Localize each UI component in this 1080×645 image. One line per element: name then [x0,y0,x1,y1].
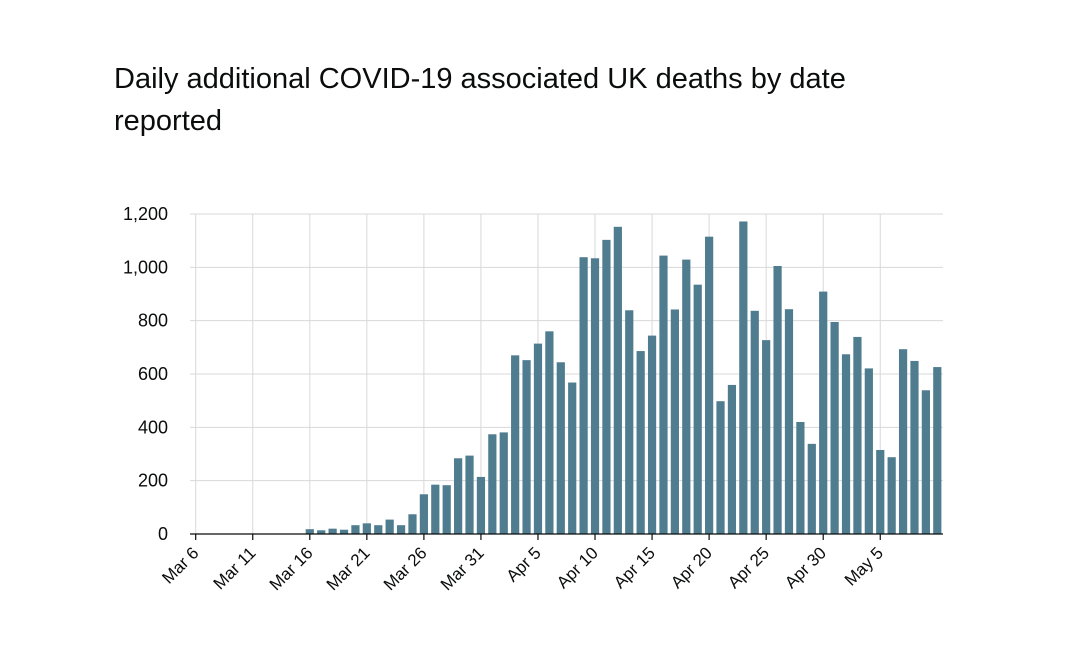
x-tick-label: Apr 30 [781,543,830,592]
x-tick-label: Apr 5 [503,543,545,585]
x-tick-label: Mar 6 [158,543,202,587]
bar: Apr 21: 498 [716,401,725,534]
bar: Mar 31: 214 [476,476,486,534]
x-tick-label: Mar 26 [380,543,431,594]
bar: Mar 18: 20 [328,528,337,534]
bar: Mar 24: 33 [396,525,406,534]
bar: May 3: 739 [853,336,862,534]
bar: May 7: 693 [898,349,908,534]
y-tick-label: 0 [158,524,168,544]
bar: Mar 23: 54 [385,519,394,534]
axis-layer [190,533,943,540]
bar: Apr 6: 760 [545,331,554,534]
bar: Apr 16: 1044 [659,255,668,534]
x-tick-label: Mar 16 [266,543,317,594]
y-tick-label: 200 [138,471,168,491]
x-tick-label: Apr 25 [724,543,773,592]
bar: undefined: 626 [933,367,942,534]
grid-layer [190,213,943,534]
x-tick-label: May 5 [841,543,887,589]
bar: Apr 1: 374 [488,434,497,534]
bar: Apr 5: 714 [533,343,543,534]
bar: May 6: 288 [887,457,896,534]
bar: undefined: 539 [921,390,930,534]
bar: Apr 9: 1038 [579,257,588,534]
bar: Mar 30: 294 [465,455,474,534]
bar: Apr 28: 420 [796,422,805,534]
bar: Apr 26: 1005 [773,266,782,534]
bar: Mar 21: 40 [362,523,371,534]
x-tick-label: Apr 15 [610,543,659,592]
bar: May 5: 315 [876,450,885,534]
bar: Apr 15: 744 [647,335,657,534]
x-tick-label: Mar 21 [323,543,374,594]
y-tick-label: 1,200 [123,204,168,224]
bar: Apr 8: 568 [568,382,577,534]
chart-title: Daily additional COVID-19 associated UK … [114,63,846,137]
bar: Apr 2: 381 [499,432,508,534]
bar: Apr 11: 1103 [602,239,611,534]
bar: Apr 10: 1034 [590,258,600,534]
x-tick-label: Apr 10 [553,543,602,592]
bar: Mar 16: 18 [305,529,314,534]
bar: Apr 23: 1172 [739,221,748,534]
bar: Apr 24: 837 [750,310,759,534]
bar: Mar 28: 183 [442,485,451,534]
y-tick-label: 600 [138,364,168,384]
bar: Mar 22: 33 [374,525,383,534]
bar: Mar 17: 14 [317,530,326,534]
bar: May 2: 674 [841,354,851,534]
bar: Mar 27: 185 [431,484,440,534]
bar: Apr 4: 652 [522,360,531,534]
bar: Apr 12: 1152 [613,226,622,535]
x-tick-label: Mar 11 [210,543,260,593]
x-tick-label: Mar 31 [437,543,488,594]
y-tick-label: 400 [138,417,168,437]
y-tick-label: 1,000 [123,257,168,277]
bar: Mar 26: 149 [419,494,428,534]
bar: Apr 18: 1029 [682,259,691,534]
bar: Apr 14: 686 [636,351,645,534]
bar: Apr 17: 842 [670,309,679,534]
y-tick-label: 800 [138,311,168,331]
bar: May 8: 649 [910,360,919,534]
x-tick-label: Apr 20 [667,543,716,592]
bar: Apr 30: 909 [819,291,828,534]
bar: Apr 13: 839 [625,310,634,534]
bar: May 4: 621 [864,368,873,534]
bar: Mar 29: 284 [454,458,463,534]
bar: Apr 3: 670 [511,355,520,534]
bar: Apr 19: 935 [693,284,702,534]
bar: May 1: 795 [830,322,839,534]
bar: Mar 25: 74 [408,514,417,534]
bar: Apr 7: 644 [556,362,565,534]
bar: Apr 22: 559 [727,384,737,534]
bar: Apr 25: 727 [762,340,771,534]
bar: Mar 20: 33 [351,525,360,534]
bar: Mar 19: 16 [339,529,349,534]
bar: Apr 27: 843 [784,309,794,534]
bar: Apr 20: 1115 [705,236,714,534]
bar: Apr 29: 338 [807,443,816,534]
